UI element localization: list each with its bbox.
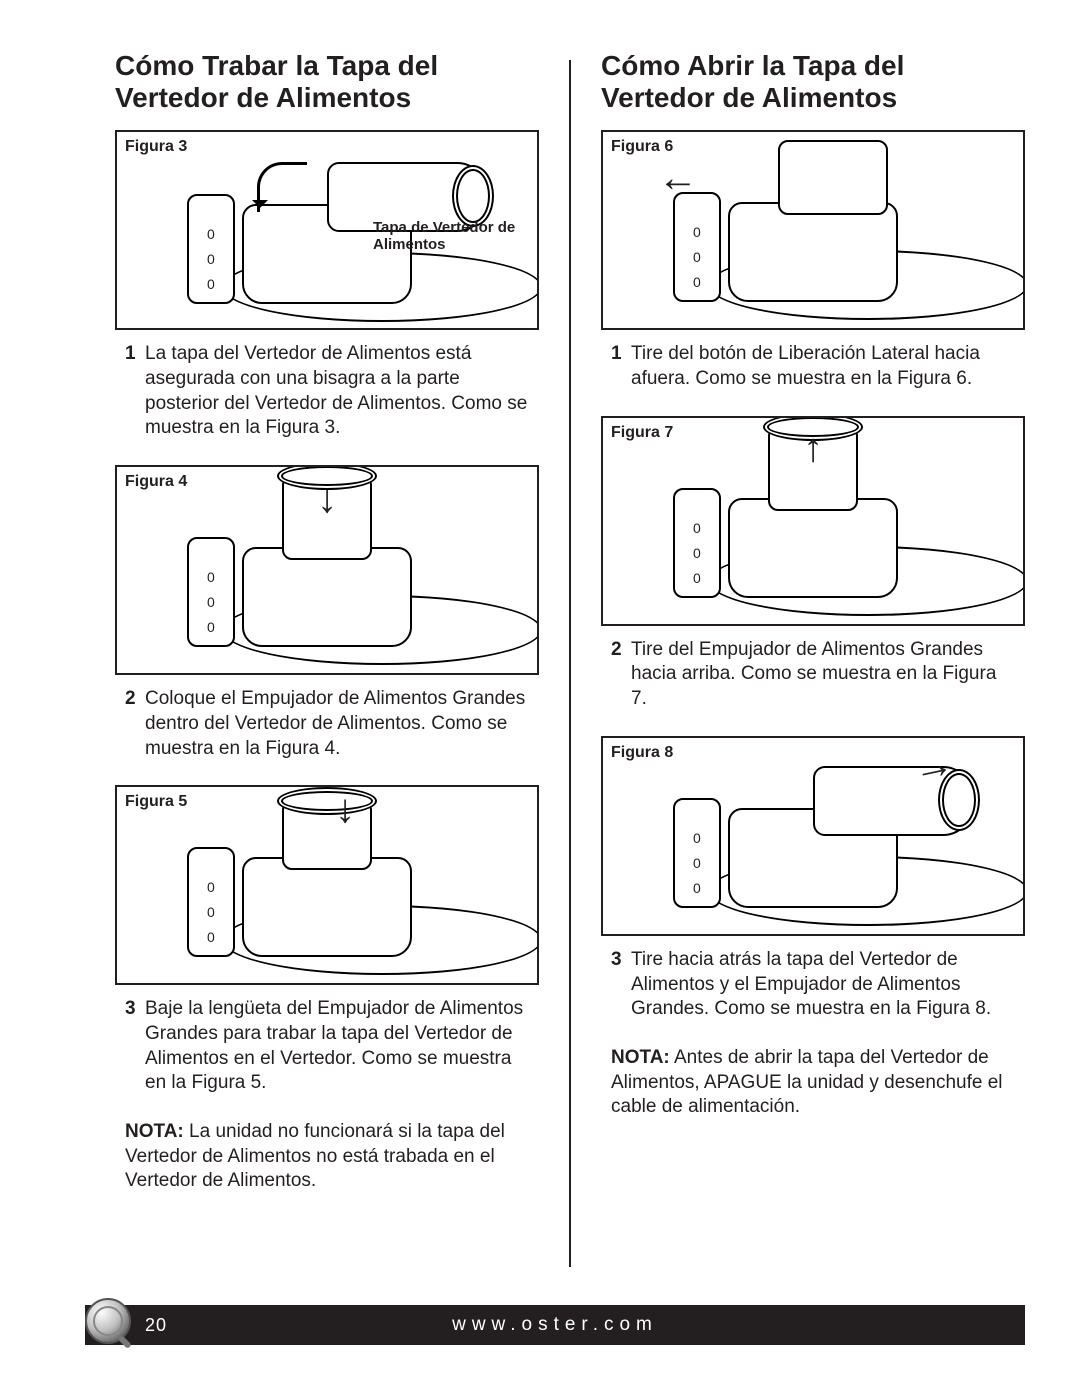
right-step-1: 1 Tire del botón de Liberación Lateral h… <box>611 342 1015 391</box>
right-step-2: 2 Tire del Empujador de Alimentos Grande… <box>611 638 1015 712</box>
step-text: Tire hacia atrás la tapa del Vertedor de… <box>631 948 1015 1022</box>
arrow-right-icon: → <box>909 742 956 789</box>
figure-4-label: Figura 4 <box>125 473 187 491</box>
figure-7: Figura 7 0 ↑ <box>601 416 1025 626</box>
right-step-3: 3 Tire hacia atrás la tapa del Vertedor … <box>611 948 1015 1022</box>
figure-3-callout: Tapa de Vertedor de Alimentos <box>373 220 523 253</box>
step-text: Tire del botón de Liberación Lateral hac… <box>631 342 1015 391</box>
right-title: Cómo Abrir la Tapa del Vertedor de Alime… <box>601 50 1025 114</box>
step-number: 3 <box>611 948 631 1022</box>
step-number: 2 <box>125 687 145 761</box>
right-column: Cómo Abrir la Tapa del Vertedor de Alime… <box>571 50 1025 1277</box>
step-number: 2 <box>611 638 631 712</box>
step-text: Baje la lengüeta del Empujador de Alimen… <box>145 997 529 1096</box>
figure-6: Figura 6 0 ← <box>601 130 1025 330</box>
page-number: 20 <box>145 1315 167 1336</box>
figure-3: Figura 3 0 Tapa de Vertedor de Alimentos <box>115 130 539 330</box>
arrow-up-icon: ↑ <box>803 428 823 468</box>
magnifier-icon <box>80 1293 140 1353</box>
left-column: Cómo Trabar la Tapa del Vertedor de Alim… <box>115 50 569 1277</box>
step-text: Tire del Empujador de Alimentos Grandes … <box>631 638 1015 712</box>
note-label: NOTA: <box>611 1047 670 1068</box>
arrow-left-icon: ← <box>658 158 698 198</box>
step-text: La tapa del Vertedor de Alimentos está a… <box>145 342 529 441</box>
step-number: 3 <box>125 997 145 1096</box>
right-note: NOTA: Antes de abrir la tapa del Vertedo… <box>611 1046 1015 1120</box>
footer-url: www.oster.com <box>452 1314 658 1336</box>
left-step-3: 3 Baje la lengüeta del Empujador de Alim… <box>125 997 529 1096</box>
left-step-1: 1 La tapa del Vertedor de Alimentos está… <box>125 342 529 441</box>
page-footer: 20 www.oster.com <box>85 1305 1025 1345</box>
note-label: NOTA: <box>125 1121 184 1142</box>
step-text: Coloque el Empujador de Alimentos Grande… <box>145 687 529 761</box>
arrow-down-icon: ↓ <box>317 479 337 519</box>
note-text: Antes de abrir la tapa del Vertedor de A… <box>611 1047 1003 1117</box>
left-note: NOTA: La unidad no funcionará si la tapa… <box>125 1120 529 1194</box>
figure-4: Figura 4 0 ↓ <box>115 465 539 675</box>
left-title: Cómo Trabar la Tapa del Vertedor de Alim… <box>115 50 539 114</box>
figure-7-label: Figura 7 <box>611 424 673 442</box>
page-content: Cómo Trabar la Tapa del Vertedor de Alim… <box>115 50 1025 1277</box>
left-step-2: 2 Coloque el Empujador de Alimentos Gran… <box>125 687 529 761</box>
step-number: 1 <box>125 342 145 441</box>
arrow-down-icon: ↓ <box>335 789 355 829</box>
step-number: 1 <box>611 342 631 391</box>
figure-8: Figura 8 0 → <box>601 736 1025 936</box>
figure-5: Figura 5 0 ↓ <box>115 785 539 985</box>
